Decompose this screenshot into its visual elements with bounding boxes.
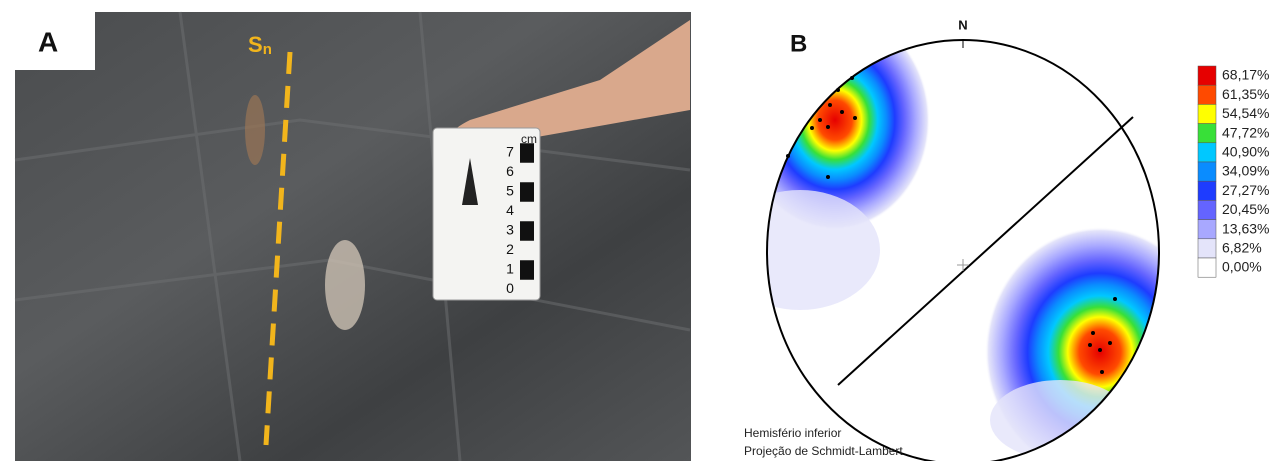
stereonet-panel: B N 68,17% 61,35% 54,54% 47,72% 40,90% 34,09%…: [720, 10, 1269, 461]
legend-label: 40,90%: [1222, 144, 1269, 160]
footer-line: Hemisfério inferior: [744, 426, 841, 440]
scale-number: 3: [506, 222, 514, 238]
legend-swatch: [1198, 85, 1216, 104]
figure: A Sn cm 76543210 B N 68,17%61,35%54,54%4…: [0, 0, 1282, 461]
legend-swatch: [1198, 200, 1216, 219]
legend-label: 27,27%: [1222, 182, 1269, 198]
legend: 68,17% 61,35% 54,54% 47,72% 40,90% 34,09% 27,2…: [1198, 66, 1269, 277]
foliation-sub: n: [263, 41, 272, 58]
legend-label: 61,35%: [1222, 86, 1269, 102]
legend-label: 47,72%: [1222, 124, 1269, 140]
legend-swatch: [1198, 104, 1216, 123]
scale-block: [520, 221, 534, 241]
footer-line: Projeção de Schmidt-Lambert: [744, 444, 903, 458]
legend-label: 54,54%: [1222, 105, 1269, 121]
north-label: N: [958, 17, 967, 32]
scale-number: 7: [506, 144, 514, 160]
panel-label: B: [790, 30, 807, 57]
legend-swatch: [1198, 162, 1216, 181]
legend-swatch: [1198, 181, 1216, 200]
foliation-s: S: [248, 32, 263, 57]
scale-number: 2: [506, 241, 514, 257]
panel-label: A: [38, 26, 58, 57]
legend-label: 34,09%: [1222, 163, 1269, 179]
legend-label: 6,82%: [1222, 240, 1262, 256]
scale-number: 6: [506, 163, 514, 179]
legend-swatch: [1198, 220, 1216, 239]
scale-block: [520, 143, 534, 163]
legend-swatch: [1198, 258, 1216, 277]
legend-swatch: [1198, 66, 1216, 85]
scale-number: 0: [506, 280, 514, 296]
scale-number: 1: [506, 261, 514, 277]
legend-label: 13,63%: [1222, 220, 1269, 236]
scale-number: 4: [506, 202, 514, 218]
legend-label: 68,17%: [1222, 67, 1269, 83]
legend-swatch: [1198, 124, 1216, 143]
scale-block: [520, 182, 534, 202]
legend-label: 20,45%: [1222, 201, 1269, 217]
legend-swatch: [1198, 239, 1216, 258]
scale-block: [520, 260, 534, 280]
legend-swatch: [1198, 143, 1216, 162]
scale-number: 5: [506, 183, 514, 199]
legend-label: 0,00%: [1222, 259, 1262, 275]
